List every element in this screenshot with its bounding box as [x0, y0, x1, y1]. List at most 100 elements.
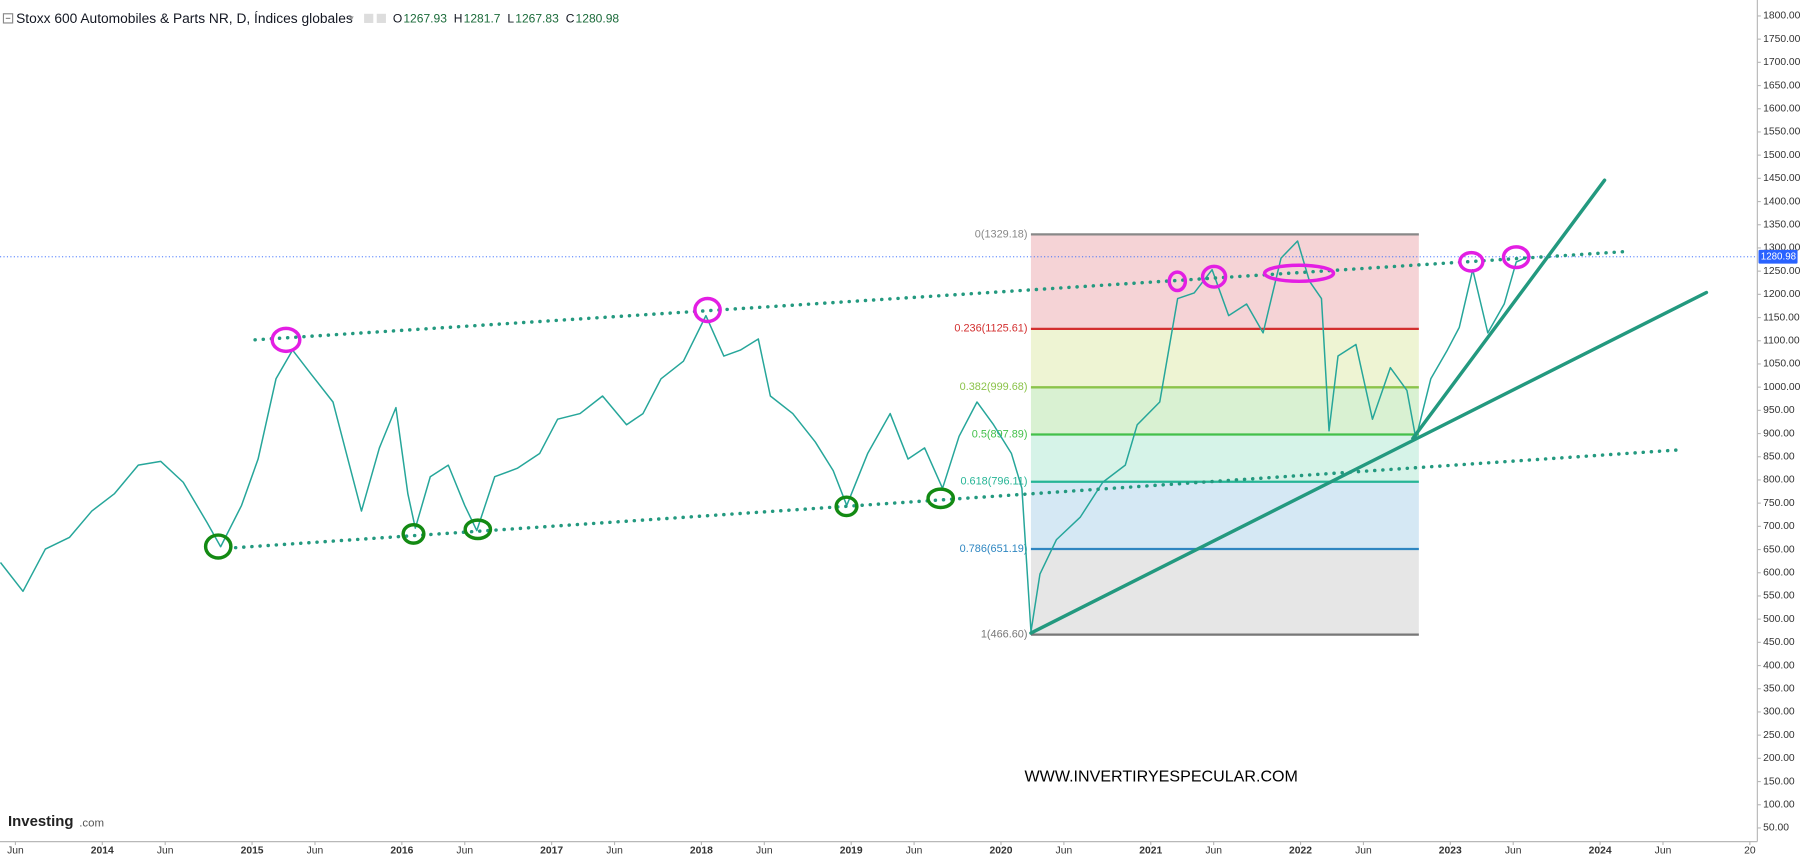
top-highlights: [270, 245, 1531, 354]
highlight-ellipse: [1501, 245, 1531, 270]
last-price-label: 1280.98: [1761, 251, 1796, 262]
logo: Investing .com: [8, 813, 104, 830]
ohlc-label: H: [454, 12, 463, 26]
fib-band: [1030, 434, 1419, 482]
x-tick-label: Jun: [606, 846, 623, 857]
y-tick-label: 1200.00: [1763, 289, 1801, 300]
highlight-ellipse: [926, 487, 956, 510]
header: Stoxx 600 Automobiles & Parts NR, D, Índ…: [2, 10, 620, 26]
highlight-ellipse: [1200, 264, 1228, 289]
fib-label: 0.618(796.11): [960, 476, 1027, 488]
y-tick-label: 850.00: [1763, 451, 1795, 462]
y-tick-label: 250.00: [1763, 730, 1795, 741]
y-tick-label: 1550.00: [1763, 127, 1801, 138]
highlight-ellipse: [1458, 250, 1485, 273]
x-tick-label: Jun: [157, 846, 174, 857]
x-tick-label: Jun: [7, 846, 24, 857]
highlight-ellipse: [1167, 270, 1188, 293]
fib-band: [1030, 548, 1419, 635]
highlight-ellipse: [270, 326, 302, 354]
highlight-ellipse: [463, 518, 493, 541]
axes: 1800.00 1750.00 1700.00 1650.00 1600.00 1550.…: [7, 11, 1801, 857]
y-tick-label: 1100.00: [1763, 335, 1800, 346]
y-tick-label: 1750.00: [1763, 34, 1801, 45]
x-tick-label: 2020: [989, 846, 1012, 857]
y-tick-label: 1800.00: [1763, 11, 1801, 22]
fib-band: [1030, 328, 1419, 388]
y-tick-label: 800.00: [1763, 475, 1795, 486]
ohlc-value: 1267.93: [403, 12, 447, 26]
x-tick-label: 2017: [540, 846, 563, 857]
x-tick-label: Jun: [756, 846, 773, 857]
fib-label: 0(1329.18): [975, 228, 1028, 240]
fib-band: [1030, 481, 1419, 549]
ohlc-label: L: [507, 12, 514, 26]
y-tick-label: 1250.00: [1763, 266, 1801, 277]
drawing-layer: [203, 178, 1709, 635]
y-tick-label: 700.00: [1763, 521, 1795, 532]
y-axis-panel: [1757, 0, 1801, 860]
x-tick-label: 2022: [1289, 846, 1312, 857]
fib-label: 0.382(999.68): [960, 381, 1028, 393]
price-line: [0, 240, 1529, 633]
x-tick-label: Jun: [1505, 846, 1522, 857]
x-tick-label: Jun: [456, 846, 473, 857]
ohlc-value: 1281.7: [464, 12, 501, 26]
highlight-ellipse: [693, 296, 722, 324]
toolbar-icon[interactable]: [376, 13, 386, 23]
x-tick-label: 2023: [1439, 846, 1462, 857]
y-tick-label: 600.00: [1763, 567, 1795, 578]
x-axis-panel: [0, 841, 1801, 860]
trendline: [1411, 178, 1607, 441]
y-tick-label: 900.00: [1763, 428, 1795, 439]
y-tick-label: 1600.00: [1763, 103, 1801, 114]
highlight-ellipse: [203, 533, 233, 560]
x-tick-label: Jun: [1655, 846, 1672, 857]
y-tick-label: 1450.00: [1763, 173, 1801, 184]
ohlc-label: C: [566, 12, 575, 26]
y-tick-label: 1500.00: [1763, 150, 1801, 161]
x-tick-label: 2024: [1589, 846, 1612, 857]
price-layer: [0, 240, 1758, 633]
ohlc-label: O: [393, 12, 402, 26]
x-tick-label: 2021: [1139, 846, 1162, 857]
fib-band: [1030, 387, 1419, 435]
y-tick-label: 1050.00: [1763, 359, 1801, 370]
ohlc-value: 1280.98: [576, 12, 620, 26]
logo-brand: Investing: [8, 813, 73, 830]
y-tick-label: 500.00: [1763, 614, 1795, 625]
y-tick-label: 750.00: [1763, 498, 1795, 509]
fib-label: 1(466.60): [981, 629, 1028, 641]
y-tick-label: 1700.00: [1763, 57, 1801, 68]
x-tick-label: Jun: [906, 846, 923, 857]
x-tick-label: 2019: [840, 846, 863, 857]
ohlc-values: O 1267.93 H 1281.7 L 1267.83 C 1280.98: [393, 12, 620, 26]
collapse-icon[interactable]: [2, 13, 14, 24]
y-tick-label: 950.00: [1763, 405, 1795, 416]
y-tick-label: 200.00: [1763, 753, 1795, 764]
highlight-ellipse: [401, 523, 426, 545]
y-tick-label: 400.00: [1763, 660, 1795, 671]
y-tick-label: 350.00: [1763, 683, 1795, 694]
trendline: [253, 249, 1631, 342]
fib-label: 0.236(1125.61): [954, 323, 1027, 335]
y-tick-label: 150.00: [1763, 776, 1795, 787]
toolbar-icon[interactable]: [364, 13, 374, 23]
y-tick-label: 1150.00: [1763, 312, 1800, 323]
y-tick-label: 450.00: [1763, 637, 1795, 648]
x-tick-label: Jun: [1205, 846, 1222, 857]
watermark: WWW.INVERTIRYESPECULAR.COM: [1025, 768, 1298, 786]
last-price-tag: [1758, 249, 1798, 264]
y-tick-label: 1300.00: [1763, 243, 1801, 254]
highlight-ellipse: [1262, 263, 1336, 284]
y-tick-label: 50.00: [1763, 823, 1789, 834]
x-tick-label: Jun: [1056, 846, 1073, 857]
dropdown-arrow[interactable]: ▾: [349, 13, 354, 23]
y-tick-label: 100.00: [1763, 799, 1795, 810]
x-tick-label: 20: [1744, 846, 1756, 857]
y-tick-label: 1350.00: [1763, 219, 1801, 230]
x-tick-label: Jun: [1355, 846, 1372, 857]
